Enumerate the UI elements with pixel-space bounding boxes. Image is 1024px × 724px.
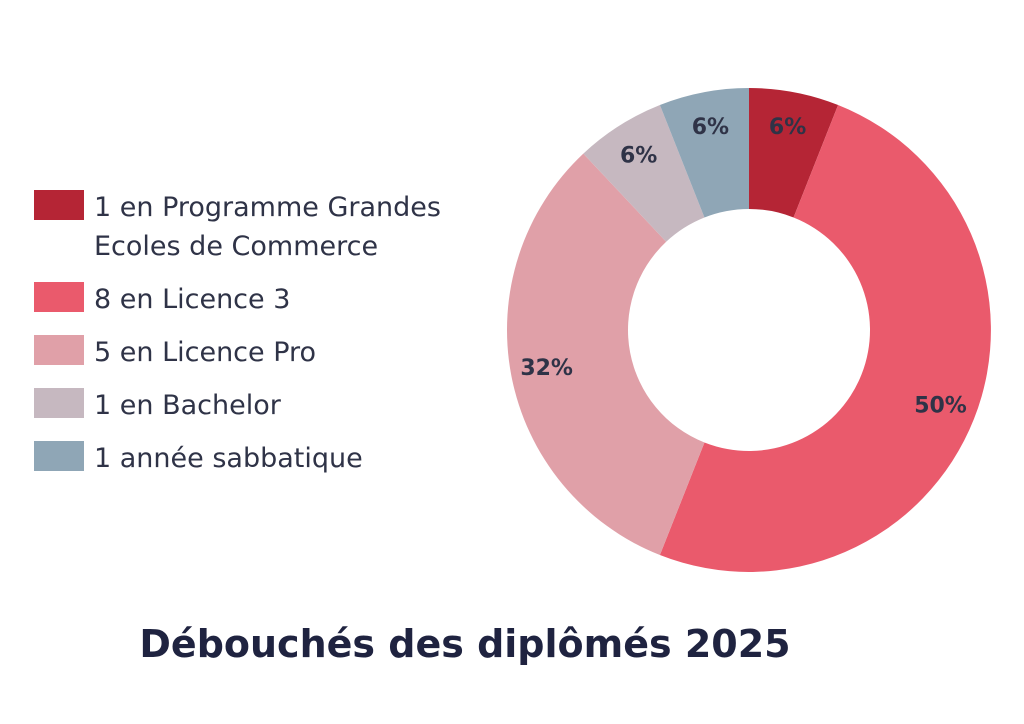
donut-slice-3 (583, 104, 705, 242)
slice-percent-label: 6% (620, 144, 657, 169)
donut-slice-1 (659, 104, 991, 572)
chart-legend: 1 en Programme Grandes Ecoles de Commerc… (34, 188, 474, 478)
legend-swatch (34, 335, 84, 365)
legend-item-programme-grandes-ecoles: 1 en Programme Grandes Ecoles de Commerc… (34, 188, 474, 266)
legend-swatch (34, 388, 84, 418)
legend-label: 8 en Licence 3 (94, 284, 291, 315)
legend-item-licence-3: 8 en Licence 3 (34, 280, 474, 319)
legend-item-licence-pro: 5 en Licence Pro (34, 333, 474, 372)
donut-slice-4 (659, 88, 749, 218)
legend-item-annee-sabbatique: 1 année sabbatique (34, 439, 474, 478)
legend-item-bachelor: 1 en Bachelor (34, 386, 474, 425)
slice-percent-label: 6% (692, 115, 729, 140)
donut-chart: 6% 50% 32% 6% 6% (507, 88, 991, 572)
donut-slice-0 (749, 88, 839, 218)
legend-label: 1 année sabbatique (94, 443, 363, 474)
legend-label: 1 en Programme Grandes Ecoles de Commerc… (94, 192, 441, 262)
slice-percent-label: 32% (520, 356, 573, 381)
donut-slice-2 (507, 153, 705, 556)
chart-title: Débouchés des diplômés 2025 (139, 622, 791, 666)
legend-swatch (34, 190, 84, 220)
legend-label: 1 en Bachelor (94, 390, 281, 421)
legend-label: 5 en Licence Pro (94, 337, 317, 368)
legend-swatch (34, 441, 84, 471)
legend-swatch (34, 282, 84, 312)
slice-percent-label: 50% (914, 393, 967, 418)
slice-percent-label: 6% (769, 115, 806, 140)
